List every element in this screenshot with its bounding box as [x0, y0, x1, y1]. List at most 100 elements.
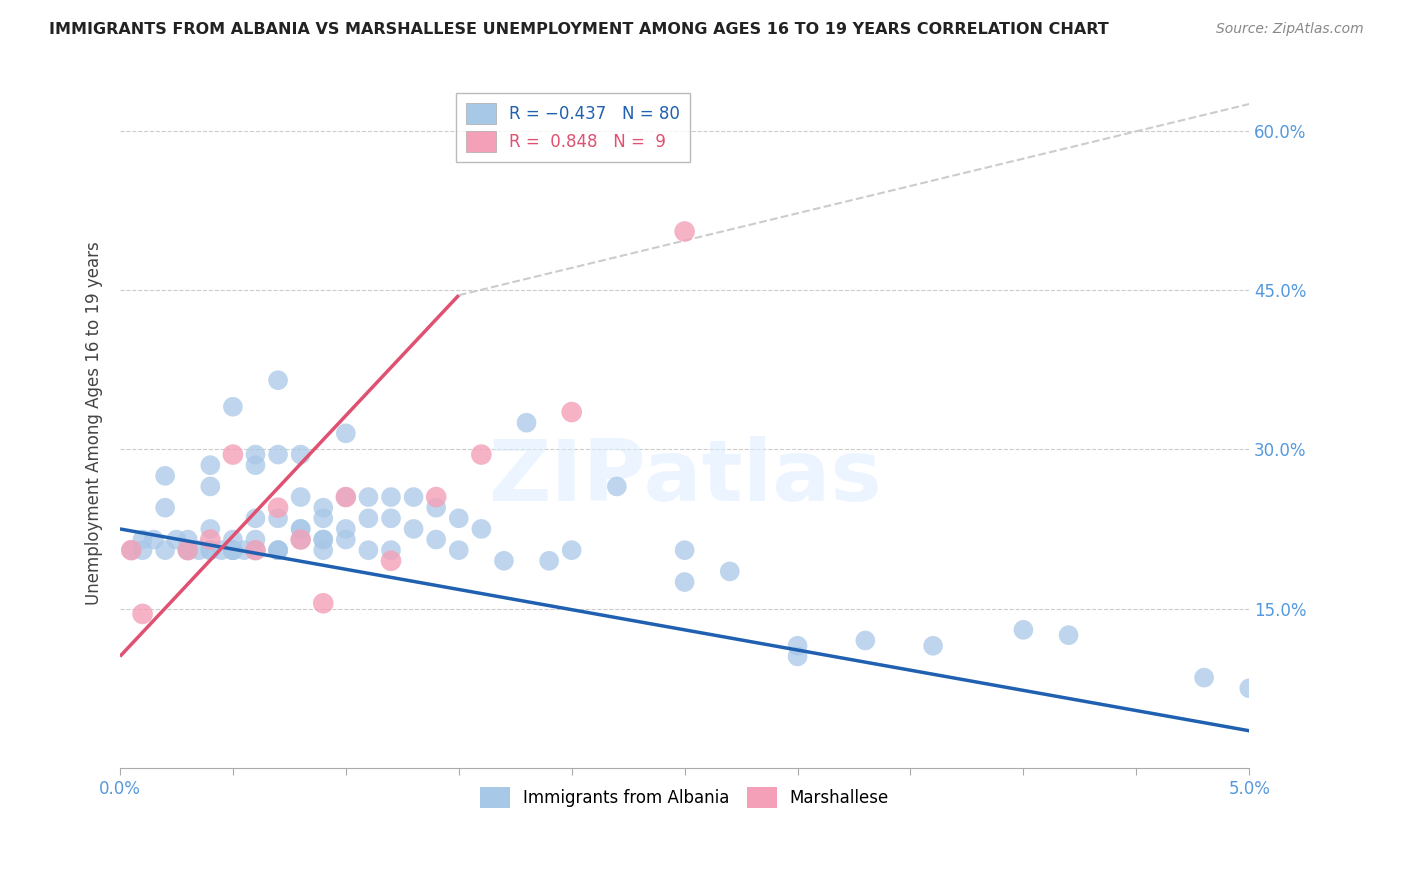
Point	[245, 543, 267, 558]
Point	[470, 448, 492, 462]
Point	[290, 533, 312, 547]
Point	[561, 405, 583, 419]
Point	[380, 490, 402, 504]
Point	[312, 543, 335, 558]
Y-axis label: Unemployment Among Ages 16 to 19 years: Unemployment Among Ages 16 to 19 years	[86, 241, 103, 605]
Point	[718, 565, 741, 579]
Point	[312, 596, 335, 610]
Point	[402, 490, 425, 504]
Point	[290, 490, 312, 504]
Point	[470, 522, 492, 536]
Point	[1012, 623, 1035, 637]
Point	[290, 533, 312, 547]
Point	[131, 607, 153, 621]
Point	[131, 543, 153, 558]
Point	[922, 639, 945, 653]
Point	[515, 416, 537, 430]
Point	[447, 543, 470, 558]
Point	[200, 522, 222, 536]
Point	[267, 543, 290, 558]
Point	[267, 373, 290, 387]
Point	[335, 533, 357, 547]
Point	[786, 639, 808, 653]
Point	[153, 543, 176, 558]
Point	[222, 543, 245, 558]
Point	[200, 543, 222, 558]
Point	[222, 543, 245, 558]
Point	[267, 543, 290, 558]
Point	[245, 458, 267, 473]
Point	[177, 533, 200, 547]
Point	[177, 543, 200, 558]
Point	[245, 511, 267, 525]
Point	[335, 522, 357, 536]
Point	[245, 533, 267, 547]
Point	[673, 543, 696, 558]
Text: IMMIGRANTS FROM ALBANIA VS MARSHALLESE UNEMPLOYMENT AMONG AGES 16 TO 19 YEARS CO: IMMIGRANTS FROM ALBANIA VS MARSHALLESE U…	[49, 22, 1109, 37]
Point	[1239, 681, 1261, 696]
Point	[312, 511, 335, 525]
Point	[177, 543, 200, 558]
Point	[1192, 671, 1215, 685]
Point	[165, 533, 187, 547]
Point	[402, 522, 425, 536]
Point	[425, 500, 447, 515]
Point	[211, 543, 233, 558]
Point	[245, 448, 267, 462]
Point	[177, 543, 200, 558]
Point	[673, 225, 696, 239]
Point	[222, 448, 245, 462]
Point	[267, 543, 290, 558]
Point	[267, 448, 290, 462]
Point	[290, 448, 312, 462]
Point	[606, 479, 628, 493]
Point	[222, 400, 245, 414]
Point	[335, 490, 357, 504]
Point	[380, 554, 402, 568]
Point	[200, 533, 222, 547]
Point	[335, 426, 357, 441]
Point	[357, 511, 380, 525]
Point	[200, 543, 222, 558]
Point	[561, 543, 583, 558]
Point	[312, 533, 335, 547]
Point	[222, 543, 245, 558]
Point	[357, 543, 380, 558]
Text: ZIPatlas: ZIPatlas	[488, 436, 882, 519]
Point	[142, 533, 165, 547]
Legend: Immigrants from Albania, Marshallese: Immigrants from Albania, Marshallese	[474, 780, 896, 815]
Point	[492, 554, 515, 568]
Point	[200, 458, 222, 473]
Point	[131, 533, 153, 547]
Point	[120, 543, 142, 558]
Point	[312, 500, 335, 515]
Point	[290, 522, 312, 536]
Text: Source: ZipAtlas.com: Source: ZipAtlas.com	[1216, 22, 1364, 37]
Point	[853, 633, 876, 648]
Point	[120, 543, 142, 558]
Point	[447, 511, 470, 525]
Point	[786, 649, 808, 664]
Point	[673, 575, 696, 590]
Point	[222, 533, 245, 547]
Point	[380, 543, 402, 558]
Point	[425, 490, 447, 504]
Point	[538, 554, 561, 568]
Point	[335, 490, 357, 504]
Point	[267, 500, 290, 515]
Point	[290, 522, 312, 536]
Point	[312, 533, 335, 547]
Point	[245, 543, 267, 558]
Point	[233, 543, 256, 558]
Point	[177, 543, 200, 558]
Point	[267, 511, 290, 525]
Point	[357, 490, 380, 504]
Point	[380, 511, 402, 525]
Point	[153, 500, 176, 515]
Point	[200, 479, 222, 493]
Point	[153, 468, 176, 483]
Point	[425, 533, 447, 547]
Point	[1057, 628, 1080, 642]
Point	[188, 543, 211, 558]
Point	[222, 543, 245, 558]
